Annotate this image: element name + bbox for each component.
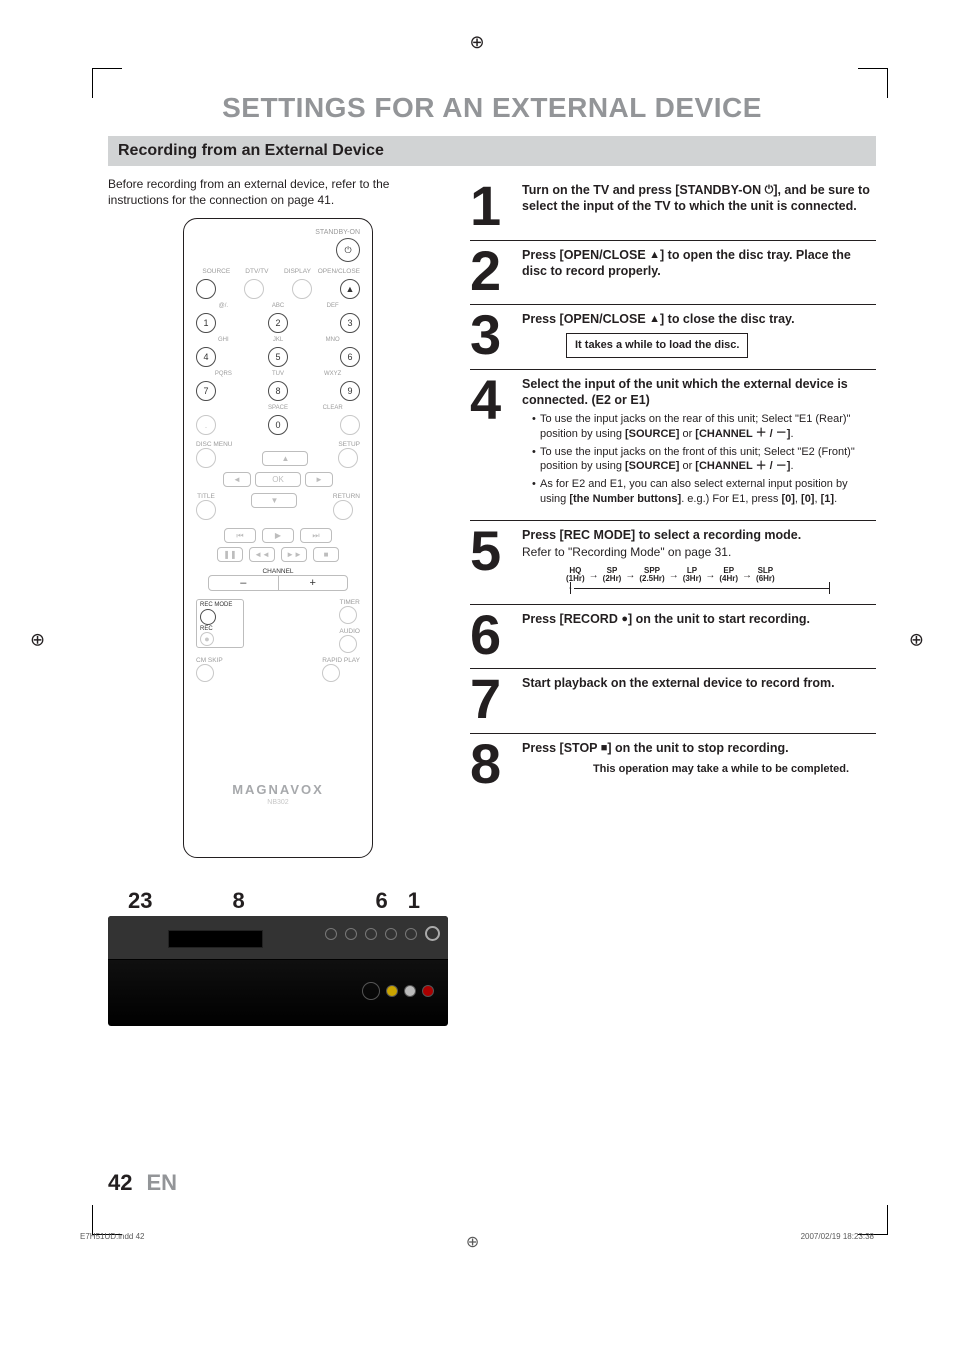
step-6: 6 Press [RECORD ] on the unit to start r…: [470, 604, 876, 669]
plus-icon: [756, 428, 767, 439]
num-3[interactable]: 3: [340, 313, 360, 333]
page-number: 42: [108, 1170, 132, 1196]
play-button[interactable]: ▶: [262, 528, 294, 543]
setup-button[interactable]: [338, 448, 358, 468]
stop-button[interactable]: ■: [313, 547, 339, 562]
num-8[interactable]: 8: [268, 381, 288, 401]
brand-label: MAGNAVOX: [196, 782, 360, 797]
dtvtv-label: DTV/TV: [237, 268, 278, 275]
ok-button[interactable]: OK: [255, 472, 301, 487]
num-4[interactable]: 4: [196, 347, 216, 367]
section-heading: Recording from an External Device: [108, 136, 876, 166]
model-label: NB302: [196, 799, 360, 806]
audio-r-jack: [422, 985, 434, 997]
right-button[interactable]: ►: [305, 472, 333, 487]
pause-button[interactable]: ❚❚: [217, 547, 243, 562]
unit-front-panel: [108, 916, 448, 1026]
bullet: To use the input jacks on the rear of th…: [532, 412, 876, 441]
num-0[interactable]: 0: [268, 415, 288, 435]
power-icon: [765, 185, 774, 196]
num-7[interactable]: 7: [196, 381, 216, 401]
source-button[interactable]: [196, 279, 216, 299]
num-9[interactable]: 9: [340, 381, 360, 401]
return-button[interactable]: [333, 500, 353, 520]
up-button[interactable]: ▲: [262, 451, 308, 466]
remote-control: STANDBY-ON ⏻ SOURCE DTV/TV DISPLAY OPEN/…: [183, 218, 373, 858]
eject-icon: [649, 250, 660, 261]
sv-jack: [362, 982, 380, 1000]
step-5: 5 Press [REC MODE] to select a recording…: [470, 520, 876, 604]
fwd-button[interactable]: ►►: [281, 547, 307, 562]
rew-button[interactable]: ◄◄: [249, 547, 275, 562]
print-file: E7H51UD.indd 42: [80, 1232, 144, 1252]
rapid-button[interactable]: [322, 664, 340, 682]
print-timestamp: 2007/02/19 18:23:38: [801, 1232, 874, 1252]
page-footer: 42 EN: [108, 1170, 177, 1196]
dtvtv-button[interactable]: [244, 279, 264, 299]
step-4: 4 Select the input of the unit which the…: [470, 369, 876, 520]
page-lang: EN: [146, 1170, 177, 1196]
record-knob[interactable]: [405, 928, 417, 940]
left-button[interactable]: ◄: [223, 472, 251, 487]
audio-button[interactable]: [339, 635, 357, 653]
clear-button[interactable]: [340, 415, 360, 435]
num-1[interactable]: 1: [196, 313, 216, 333]
page-title: SETTINGS FOR AN EXTERNAL DEVICE: [108, 92, 876, 124]
openclose-button[interactable]: ▲: [340, 279, 360, 299]
minus-icon: [776, 428, 787, 439]
completion-note: This operation may take a while to be co…: [566, 762, 876, 776]
num-2[interactable]: 2: [268, 313, 288, 333]
channel-up[interactable]: [345, 928, 357, 940]
bullet: As for E2 and E1, you can also select ex…: [532, 477, 876, 506]
setup-knob[interactable]: [365, 928, 377, 940]
num-5[interactable]: 5: [268, 347, 288, 367]
disc-menu-button[interactable]: [196, 448, 216, 468]
timer-button[interactable]: [339, 606, 357, 624]
plus-icon: [756, 461, 767, 472]
channel-down[interactable]: [325, 928, 337, 940]
step-3: 3 Press [OPEN/CLOSE ] to close the disc …: [470, 304, 876, 369]
video-jack: [386, 985, 398, 997]
rec-button[interactable]: ●: [200, 632, 214, 646]
play-knob[interactable]: [385, 928, 397, 940]
eject-icon: [649, 314, 660, 325]
minus-icon: [776, 461, 787, 472]
record-icon: [621, 614, 628, 625]
standby-knob[interactable]: [425, 926, 440, 941]
note-box: It takes a while to load the disc.: [566, 333, 748, 357]
rec-mode-button[interactable]: [200, 609, 216, 625]
print-metadata: E7H51UD.indd 42 ⊕ 2007/02/19 18:23:38: [80, 1232, 874, 1252]
standby-label: STANDBY-ON: [196, 229, 360, 236]
step-number: 1: [470, 182, 514, 230]
num-dot[interactable]: .: [196, 415, 216, 435]
source-label: SOURCE: [196, 268, 237, 275]
unit-display: [168, 930, 263, 948]
display-button[interactable]: [292, 279, 312, 299]
step-2: 2 Press [OPEN/CLOSE ] to open the disc t…: [470, 240, 876, 305]
bullet: To use the input jacks on the front of t…: [532, 445, 876, 474]
display-label: DISPLAY: [277, 268, 318, 275]
cmskip-button[interactable]: [196, 664, 214, 682]
title-button[interactable]: [196, 500, 216, 520]
step-8: 8 Press [STOP ] on the unit to stop reco…: [470, 733, 876, 798]
loop-arrow: ↑: [570, 584, 830, 594]
down-button[interactable]: ▼: [251, 493, 297, 508]
step-1: 1 Turn on the TV and press [STANDBY-ON ]…: [470, 176, 876, 240]
num-6[interactable]: 6: [340, 347, 360, 367]
audio-l-jack: [404, 985, 416, 997]
intro-text: Before recording from an external device…: [108, 176, 448, 208]
next-button[interactable]: ⏭: [300, 528, 332, 543]
channel-buttons[interactable]: –+: [208, 575, 348, 591]
rec-mode-box: REC MODE REC ●: [196, 599, 244, 648]
standby-button[interactable]: ⏻: [336, 238, 360, 262]
unit-callouts: 2 3 8 6 1: [108, 888, 448, 916]
prev-button[interactable]: ⏮: [224, 528, 256, 543]
openclose-label: OPEN/CLOSE: [318, 268, 360, 275]
step-7: 7 Start playback on the external device …: [470, 668, 876, 733]
